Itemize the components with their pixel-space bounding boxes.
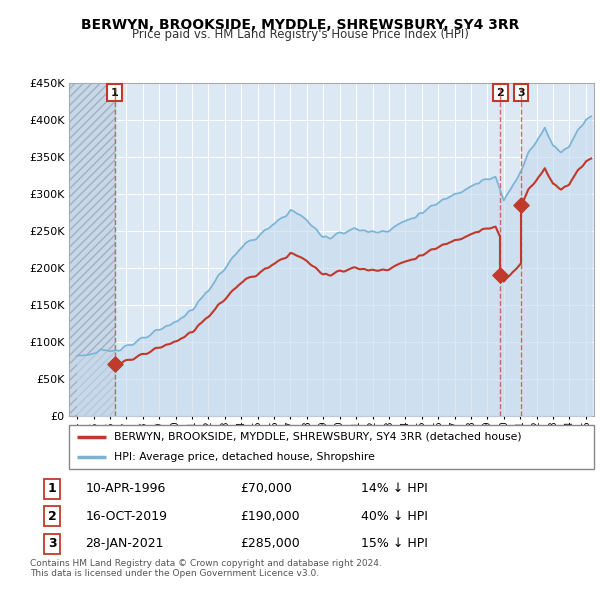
Text: 10-APR-1996: 10-APR-1996	[85, 483, 166, 496]
Text: 14% ↓ HPI: 14% ↓ HPI	[361, 483, 428, 496]
Text: £285,000: £285,000	[240, 537, 299, 550]
Text: 40% ↓ HPI: 40% ↓ HPI	[361, 510, 428, 523]
Point	[496, 270, 505, 280]
Text: £70,000: £70,000	[240, 483, 292, 496]
Text: BERWYN, BROOKSIDE, MYDDLE, SHREWSBURY, SY4 3RR: BERWYN, BROOKSIDE, MYDDLE, SHREWSBURY, S…	[81, 18, 519, 32]
Text: HPI: Average price, detached house, Shropshire: HPI: Average price, detached house, Shro…	[113, 452, 374, 462]
Text: 15% ↓ HPI: 15% ↓ HPI	[361, 537, 428, 550]
Text: BERWYN, BROOKSIDE, MYDDLE, SHREWSBURY, SY4 3RR (detached house): BERWYN, BROOKSIDE, MYDDLE, SHREWSBURY, S…	[113, 432, 521, 442]
FancyBboxPatch shape	[69, 425, 594, 469]
Text: 28-JAN-2021: 28-JAN-2021	[85, 537, 164, 550]
Point	[517, 200, 526, 209]
Text: 3: 3	[48, 537, 56, 550]
Text: Price paid vs. HM Land Registry's House Price Index (HPI): Price paid vs. HM Land Registry's House …	[131, 28, 469, 41]
Point	[110, 359, 119, 369]
Text: 16-OCT-2019: 16-OCT-2019	[85, 510, 167, 523]
Text: 3: 3	[518, 87, 525, 97]
Text: 1: 1	[48, 483, 56, 496]
Text: 1: 1	[111, 87, 118, 97]
Text: £190,000: £190,000	[240, 510, 299, 523]
Text: This data is licensed under the Open Government Licence v3.0.: This data is licensed under the Open Gov…	[30, 569, 319, 578]
Text: 2: 2	[496, 87, 504, 97]
Text: Contains HM Land Registry data © Crown copyright and database right 2024.: Contains HM Land Registry data © Crown c…	[30, 559, 382, 568]
Text: 2: 2	[48, 510, 56, 523]
